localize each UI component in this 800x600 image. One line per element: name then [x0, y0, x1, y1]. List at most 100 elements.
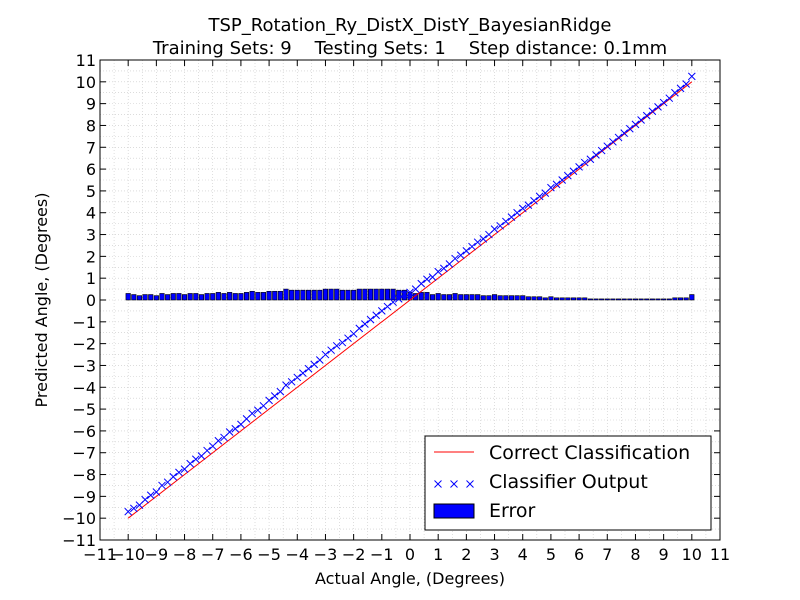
marker-stroke	[287, 377, 296, 386]
classifier-output-point	[671, 88, 679, 97]
classifier-output-point	[361, 320, 369, 328]
marker-stroke	[518, 204, 527, 213]
classifier-output-point	[332, 341, 341, 350]
error-bar	[525, 296, 531, 301]
classifier-output-point	[580, 158, 589, 167]
marker-stroke	[169, 472, 178, 481]
error-bar	[452, 293, 458, 301]
marker-stroke	[547, 183, 555, 192]
classifier-output-point	[225, 428, 234, 436]
x-tick-label: 0	[405, 545, 415, 564]
classifier-output-point	[400, 290, 409, 299]
error-bar	[565, 297, 571, 301]
classifier-output-point	[468, 242, 476, 251]
marker-stroke	[468, 242, 476, 251]
error-bar	[153, 295, 159, 301]
error-bar	[159, 293, 165, 301]
y-tick-label: −10	[62, 509, 96, 528]
classifier-output-point	[462, 247, 471, 255]
classifier-output-point	[175, 468, 183, 477]
y-tick-label: 10	[76, 73, 96, 92]
marker-stroke	[501, 217, 510, 226]
error-bar	[255, 292, 261, 301]
classifier-output-point	[158, 481, 166, 490]
marker-stroke	[231, 424, 240, 433]
classifier-output-point	[642, 111, 651, 120]
marker-stroke	[462, 247, 471, 255]
marker-stroke	[479, 235, 488, 243]
marker-stroke	[282, 381, 290, 389]
x-tick-label: 4	[518, 545, 528, 564]
marker-stroke	[558, 176, 567, 184]
marker-stroke	[152, 488, 161, 496]
classifier-output-point	[203, 446, 211, 455]
error-bar	[384, 288, 391, 301]
error-bar	[305, 289, 312, 301]
marker-stroke	[659, 98, 668, 107]
marker-stroke	[394, 295, 403, 303]
marker-stroke	[434, 267, 443, 276]
error-bar	[215, 292, 221, 301]
marker-stroke	[293, 373, 302, 382]
y-tick-label: −1	[72, 313, 96, 332]
classifier-output-point	[439, 264, 448, 273]
classifier-output-point	[287, 377, 296, 386]
classifier-output-point	[191, 455, 200, 464]
classifier-output-point	[293, 373, 302, 382]
classifier-output-point	[609, 137, 617, 146]
error-bar	[655, 298, 661, 301]
x-tick-label: −8	[173, 545, 197, 564]
error-bar	[593, 298, 599, 301]
marker-stroke	[671, 88, 679, 97]
classifier-output-point	[146, 491, 155, 500]
marker-stroke	[676, 84, 685, 93]
marker-stroke	[530, 196, 538, 205]
marker-stroke	[450, 480, 458, 488]
marker-stroke	[158, 481, 166, 490]
classifier-output-point	[479, 235, 488, 243]
classifier-output-point	[569, 167, 578, 176]
error-bar	[131, 294, 137, 301]
classifier-output-point	[327, 346, 335, 355]
marker-stroke	[186, 459, 195, 468]
classifier-output-point	[394, 295, 403, 303]
error-bar	[503, 295, 509, 301]
classifier-output-point	[592, 151, 600, 159]
legend-label-error: Error	[489, 500, 536, 522]
classifier-output-point	[186, 459, 195, 468]
marker-stroke	[146, 491, 155, 500]
error-bar	[672, 297, 678, 301]
marker-stroke	[253, 406, 262, 415]
y-tick-label: −2	[72, 335, 96, 354]
classifier-output-point	[490, 225, 499, 233]
error-bar	[204, 293, 210, 301]
error-bar	[514, 295, 520, 301]
error-bar	[661, 298, 667, 301]
marker-stroke	[361, 320, 369, 328]
error-bar	[508, 295, 515, 301]
marker-stroke	[648, 107, 657, 116]
classifier-output-point	[456, 251, 465, 260]
error-bar	[537, 296, 543, 301]
classifier-output-point	[473, 238, 482, 247]
marker-stroke	[439, 264, 448, 273]
error-bar	[463, 294, 469, 301]
error-bar	[266, 290, 272, 301]
error-bar	[356, 288, 362, 301]
marker-stroke	[338, 338, 347, 347]
marker-stroke	[614, 133, 623, 142]
marker-stroke	[466, 480, 474, 488]
marker-stroke	[377, 307, 386, 315]
error-bar	[486, 295, 492, 301]
error-bar	[582, 297, 588, 301]
error-bar	[345, 289, 351, 301]
legend-label-correct: Correct Classification	[489, 442, 690, 464]
error-bar	[300, 289, 306, 301]
marker-stroke	[563, 171, 572, 180]
marker-stroke	[248, 409, 257, 418]
classifier-output-point	[659, 98, 668, 107]
marker-stroke	[575, 163, 583, 171]
classifier-output-point	[338, 338, 347, 347]
error-bar	[362, 288, 368, 301]
